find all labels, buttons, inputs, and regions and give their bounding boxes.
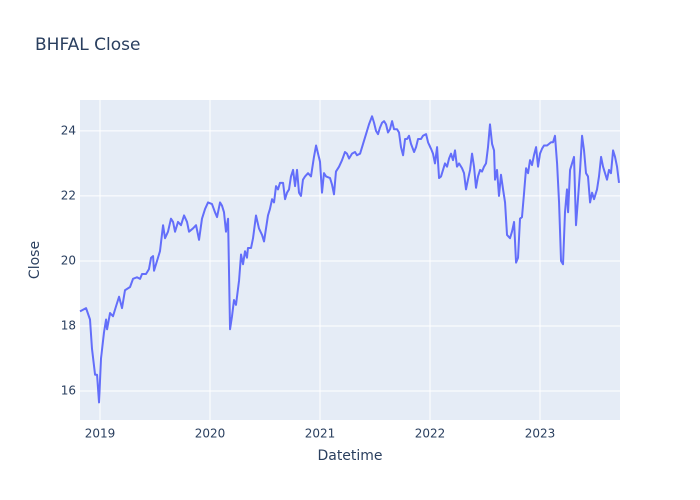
y-tick-label: 16 xyxy=(61,384,76,398)
x-tick-label: 2023 xyxy=(525,427,556,441)
y-tick-label: 20 xyxy=(61,253,76,267)
line xyxy=(79,115,621,404)
y-axis-title: Close xyxy=(27,241,43,279)
x-axis-title: Datetime xyxy=(317,448,382,464)
x-tick-label: 2020 xyxy=(195,427,226,441)
x-tick-label: 2021 xyxy=(305,427,336,441)
chart-title: BHFAL Close xyxy=(35,35,140,55)
marks xyxy=(79,115,621,404)
x-tick-label: 2019 xyxy=(85,427,116,441)
grid xyxy=(80,100,620,420)
y-tick-label: 18 xyxy=(61,319,76,333)
y-tick-label: 22 xyxy=(61,188,76,202)
y-tick-label: 24 xyxy=(61,123,76,137)
plot-area xyxy=(80,100,620,420)
x-tick-label: 2022 xyxy=(415,427,446,441)
